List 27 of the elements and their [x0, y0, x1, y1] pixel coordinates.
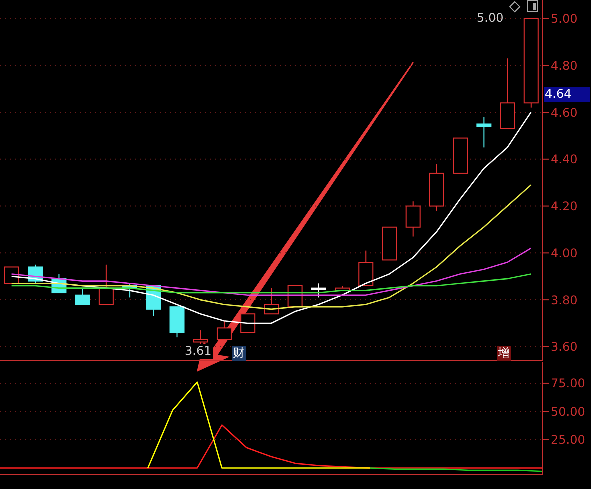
y-tick-label: 3.80 — [551, 293, 578, 308]
line-series — [11, 112, 532, 324]
annotation: 5.00 — [476, 11, 505, 26]
candlestick — [358, 250, 374, 286]
line-series — [0, 424, 544, 469]
y-tick-label: 4.00 — [551, 246, 578, 260]
y-tick-label: 75.00 — [551, 376, 586, 391]
y-tick-label: 4.80 — [551, 58, 578, 73]
y-tick-label: 4.60 — [551, 106, 578, 120]
annotation: 增 — [497, 346, 511, 361]
line-series — [11, 248, 532, 296]
candlestick — [75, 288, 90, 306]
annotation: 财 — [232, 346, 246, 361]
candlestick — [98, 264, 114, 306]
y-tick-label: 5.00 — [551, 12, 578, 26]
y-tick-label: 4.20 — [551, 200, 578, 214]
candlestick — [240, 314, 256, 334]
candlestick — [216, 320, 232, 340]
candlestick — [311, 283, 326, 298]
y-tick-label: 50.00 — [551, 404, 586, 419]
y-tick-label: 4.40 — [551, 152, 578, 167]
text: 4.64 — [544, 87, 590, 102]
y-tick-label: 3.60 — [551, 340, 578, 354]
y-tick-label: 25.00 — [551, 433, 586, 448]
candlestick — [406, 201, 421, 238]
candlestick — [476, 116, 492, 148]
annotation: 3.61 — [184, 344, 213, 359]
